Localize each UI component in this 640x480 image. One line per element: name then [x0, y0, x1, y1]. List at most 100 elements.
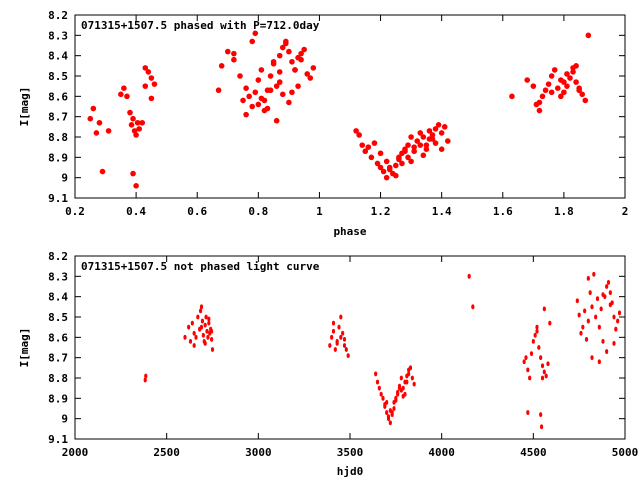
data-point: [87, 115, 94, 122]
data-point: [524, 355, 528, 361]
data-point: [536, 107, 543, 114]
data-point: [544, 373, 548, 379]
data-point: [432, 140, 439, 146]
data-point: [542, 87, 549, 94]
data-point: [362, 148, 369, 155]
data-point: [399, 160, 405, 167]
data-point: [590, 355, 594, 361]
data-point: [188, 339, 193, 344]
data-point: [276, 52, 283, 59]
data-point: [194, 334, 198, 340]
data-point: [614, 326, 618, 332]
data-point: [579, 91, 586, 98]
data-point: [304, 71, 311, 77]
data-point: [307, 75, 314, 81]
data-point: [207, 320, 211, 326]
data-point: [139, 119, 146, 126]
data-point: [581, 324, 585, 330]
data-point: [210, 347, 215, 352]
x-tick-label: 1.4: [432, 205, 452, 218]
data-point: [605, 284, 609, 289]
data-point: [207, 316, 211, 322]
data-point: [383, 404, 387, 409]
y-tick-label: 8.7: [48, 352, 68, 365]
data-point: [276, 79, 283, 85]
data-point: [130, 115, 136, 122]
x-tick-label: 0.4: [126, 205, 146, 218]
data-point: [383, 174, 390, 181]
data-point: [267, 73, 274, 79]
data-point: [540, 375, 545, 381]
data-point: [344, 347, 348, 352]
data-point: [190, 320, 194, 326]
data-point: [215, 87, 222, 94]
data-point: [289, 89, 295, 96]
data-point: [471, 304, 475, 310]
x-tick-label: 5000: [612, 446, 639, 459]
y-tick-label: 8.2: [48, 250, 68, 263]
data-point: [539, 93, 546, 100]
data-point: [183, 334, 187, 340]
plot-frame: [74, 14, 626, 199]
data-point: [423, 146, 430, 152]
data-point: [133, 183, 139, 189]
data-point: [209, 336, 214, 342]
y-tick-label: 8.3: [48, 270, 68, 283]
data-point: [396, 391, 400, 397]
data-point: [548, 73, 555, 79]
data-point: [608, 290, 612, 295]
data-point: [377, 385, 381, 391]
data-point: [249, 103, 256, 110]
data-point: [522, 359, 526, 365]
data-point: [201, 332, 205, 338]
data-point: [586, 318, 590, 324]
data-point: [90, 105, 97, 112]
data-point: [240, 97, 246, 104]
data-point: [546, 361, 550, 367]
data-point: [142, 65, 149, 71]
data-point: [261, 107, 268, 114]
data-point: [118, 91, 124, 98]
data-point: [209, 328, 214, 334]
data-point: [276, 69, 283, 75]
data-point: [412, 381, 416, 387]
data-point: [595, 296, 600, 302]
data-point: [403, 379, 407, 385]
data-point: [258, 95, 265, 102]
data-point: [365, 144, 372, 150]
data-point: [224, 48, 231, 55]
data-point: [394, 397, 398, 403]
data-point: [295, 83, 301, 89]
data-point: [206, 334, 210, 340]
data-point: [542, 306, 546, 312]
data-point: [535, 328, 539, 334]
x-tick-label: 2500: [153, 446, 180, 459]
data-point: [612, 341, 616, 346]
data-point: [528, 375, 532, 381]
data-point: [526, 410, 530, 415]
data-point: [205, 328, 209, 334]
data-point: [429, 136, 436, 142]
y-tick-label: 8.9: [48, 392, 68, 405]
data-point: [444, 138, 451, 144]
data-point: [279, 91, 286, 98]
data-point: [423, 142, 430, 148]
data-point: [597, 324, 601, 330]
data-point: [393, 162, 399, 169]
data-point: [392, 406, 396, 411]
data-point: [359, 142, 366, 148]
data-point: [127, 109, 133, 116]
data-point: [438, 146, 445, 152]
plot-frame: [74, 255, 626, 440]
data-point: [200, 318, 205, 324]
data-point: [144, 373, 148, 379]
data-point: [204, 314, 208, 320]
data-point: [573, 63, 579, 69]
data-point: [441, 124, 448, 130]
x-tick-label: 3000: [245, 446, 272, 459]
y-tick-label: 8.6: [48, 331, 68, 344]
data-point: [576, 87, 582, 94]
data-point: [612, 314, 616, 320]
data-point: [529, 351, 534, 356]
